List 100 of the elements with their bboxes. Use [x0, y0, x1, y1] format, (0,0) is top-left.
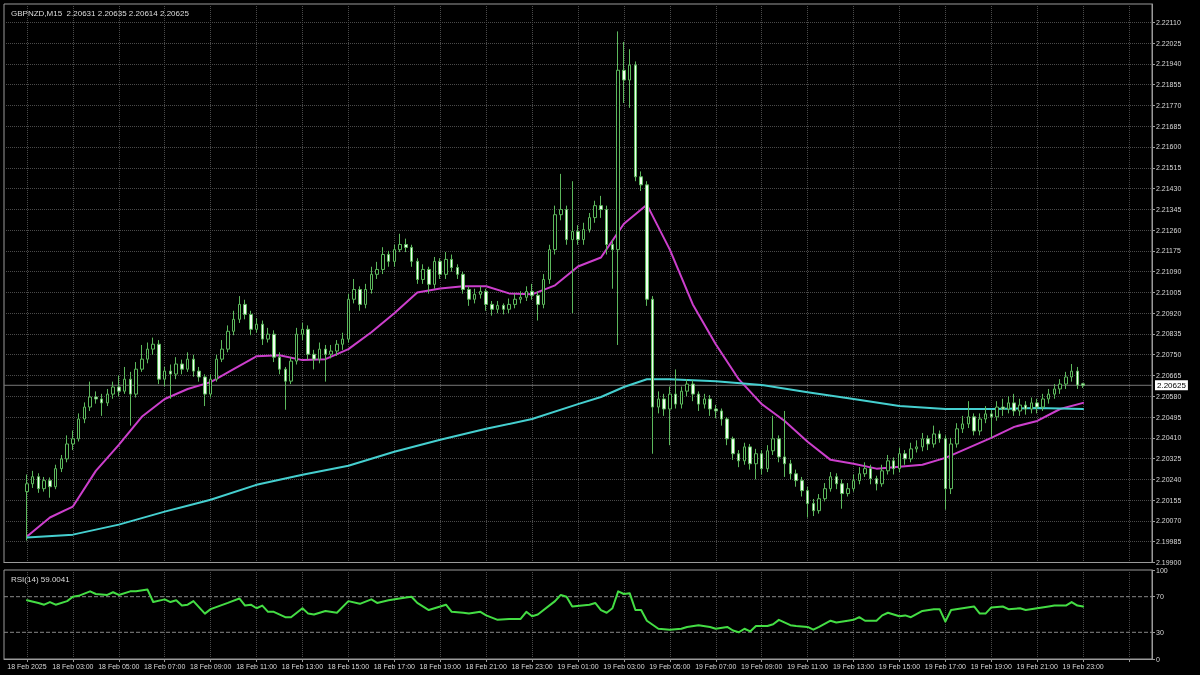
candlestick — [1018, 398, 1022, 417]
candlestick — [169, 364, 172, 400]
candlestick — [875, 475, 878, 491]
candlestick — [467, 285, 471, 307]
candlestick — [77, 412, 80, 443]
candlestick — [760, 449, 763, 476]
candlestick — [536, 290, 540, 322]
candlestick — [548, 244, 551, 285]
candlestick — [588, 212, 591, 234]
candlestick — [708, 394, 712, 417]
candlestick — [295, 327, 298, 366]
candlestick — [703, 393, 706, 410]
candlestick — [48, 476, 52, 499]
candlestick — [519, 290, 522, 304]
line-series — [25, 203, 1085, 538]
candlestick — [1070, 363, 1073, 383]
candlestick — [771, 415, 775, 456]
candlestick — [54, 464, 57, 490]
candlestick — [324, 344, 327, 383]
candlestick — [576, 224, 580, 246]
candlestick — [329, 344, 333, 359]
candlestick — [766, 444, 769, 473]
candlestick — [812, 498, 815, 517]
candlestick — [691, 379, 695, 402]
candlestick — [697, 390, 700, 412]
candlestick — [31, 470, 34, 489]
candlestick — [731, 436, 735, 461]
candlestick — [990, 409, 993, 439]
line-series — [25, 378, 1085, 539]
candlestick — [1030, 397, 1033, 414]
candlestick — [605, 205, 608, 256]
candlestick — [829, 471, 832, 493]
candlestick — [611, 239, 614, 290]
candlestick — [364, 283, 367, 309]
candlestick — [863, 461, 867, 478]
candlestick — [60, 454, 63, 473]
candlestick — [748, 443, 752, 471]
candlestick — [421, 263, 425, 285]
candlestick — [616, 30, 620, 346]
candlestick — [800, 476, 804, 498]
candlestick — [1076, 366, 1079, 390]
candlestick — [662, 393, 666, 417]
candlestick — [381, 246, 385, 275]
candlestick — [559, 173, 563, 221]
candlestick — [261, 320, 264, 346]
candlestick — [858, 466, 861, 485]
candlestick — [129, 371, 132, 427]
candlestick — [622, 41, 626, 104]
candlestick — [347, 293, 350, 344]
candlestick — [450, 254, 453, 273]
candlestick — [284, 366, 287, 411]
candlestick — [944, 434, 947, 511]
candlestick — [226, 324, 230, 353]
candlestick — [852, 474, 855, 493]
candlestick — [926, 434, 930, 451]
candlestick — [358, 285, 362, 312]
candlestick — [220, 339, 224, 363]
candlestick — [949, 437, 953, 495]
candlestick — [886, 454, 890, 476]
candlestick — [789, 459, 792, 480]
candlestick — [65, 434, 69, 463]
candlestick — [88, 381, 92, 412]
candlestick — [106, 388, 109, 407]
candlestick — [94, 390, 98, 405]
candlestick — [1012, 393, 1016, 417]
candlestick — [473, 288, 476, 304]
candlestick — [335, 339, 339, 357]
candlestick — [1007, 395, 1010, 414]
candlestick — [1035, 398, 1039, 414]
text: GBPNZD,M15 2.20631 2.20635 2.20614 2.20625 — [11, 8, 190, 18]
candlestick — [972, 412, 976, 436]
candlestick — [100, 393, 103, 417]
candlestick — [1058, 378, 1062, 395]
candlestick — [151, 337, 155, 356]
candlestick — [674, 368, 677, 410]
candlestick — [215, 354, 218, 383]
candlestick — [984, 405, 987, 424]
candlestick — [599, 195, 603, 219]
candlestick — [272, 329, 276, 363]
candlestick — [582, 222, 585, 246]
candlestick — [680, 386, 683, 410]
candlestick — [1024, 400, 1027, 416]
candlestick — [903, 449, 907, 466]
candlestick — [869, 464, 872, 485]
candlestick — [490, 300, 494, 317]
candlestick — [352, 278, 356, 304]
candlestick — [416, 257, 419, 285]
candlestick — [1047, 388, 1050, 405]
candlestick — [163, 366, 166, 388]
candlestick — [961, 415, 964, 434]
candlestick — [880, 464, 884, 488]
candlestick — [525, 285, 528, 302]
candlestick — [42, 476, 46, 493]
candlestick — [657, 390, 660, 414]
candlestick — [197, 366, 201, 383]
candlestick — [1064, 371, 1068, 390]
candlestick — [312, 349, 316, 370]
candlestick — [180, 359, 184, 375]
ref-line-label: 2.20625 — [1157, 380, 1187, 390]
candlestick — [456, 263, 459, 280]
